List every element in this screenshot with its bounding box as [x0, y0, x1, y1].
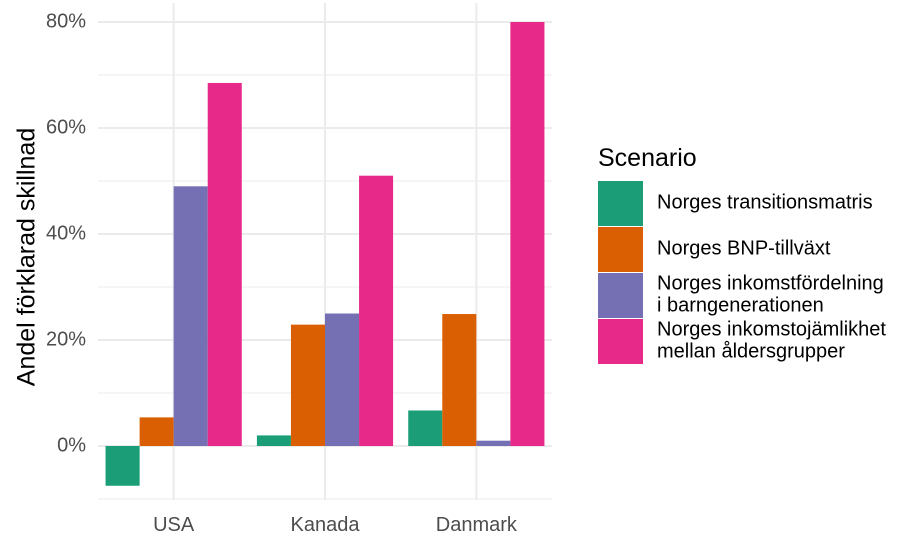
- x-tick-label: Danmark: [436, 514, 518, 536]
- legend-label: Norges BNP-tillväxt: [657, 238, 831, 260]
- legend-label: Norges inkomstojämlikhet mellan åldersgru…: [657, 319, 886, 363]
- y-tick-label: 60%: [46, 116, 86, 138]
- bar: [290, 324, 325, 446]
- x-tick-labels: USA Kanada Danmark: [153, 514, 518, 536]
- legend: Norges transitionsmatris Norges BNP-tillv…: [598, 181, 886, 364]
- x-tick-label: USA: [153, 514, 195, 536]
- y-tick-labels: 0% 20% 40% 60% 80%: [46, 10, 86, 456]
- bar: [442, 314, 477, 446]
- legend-key: [598, 227, 643, 272]
- bar: [476, 440, 511, 446]
- bars: [105, 22, 545, 486]
- legend-label: Norges transitionsmatris: [657, 192, 873, 214]
- legend-key: [598, 273, 643, 318]
- y-tick-label: 40%: [46, 222, 86, 244]
- legend-key: [598, 319, 643, 364]
- legend-key: [598, 181, 643, 226]
- bar: [256, 435, 291, 446]
- y-axis-title: Andel förklarad skillnad: [13, 128, 41, 386]
- bar: [510, 22, 545, 446]
- bar: [325, 313, 360, 446]
- bar: [408, 410, 443, 446]
- legend-label: Norges inkomstfördelning i barngeneration…: [657, 273, 884, 317]
- bar: [359, 175, 394, 446]
- bar: [139, 417, 174, 446]
- y-tick-label: 0%: [57, 434, 86, 456]
- x-tick-label: Kanada: [291, 514, 361, 536]
- y-tick-label: 80%: [46, 10, 86, 32]
- legend-title: Scenario: [598, 144, 697, 172]
- bar: [105, 446, 140, 486]
- y-tick-label: 20%: [46, 328, 86, 350]
- bar: [207, 82, 242, 446]
- bar: [173, 186, 208, 447]
